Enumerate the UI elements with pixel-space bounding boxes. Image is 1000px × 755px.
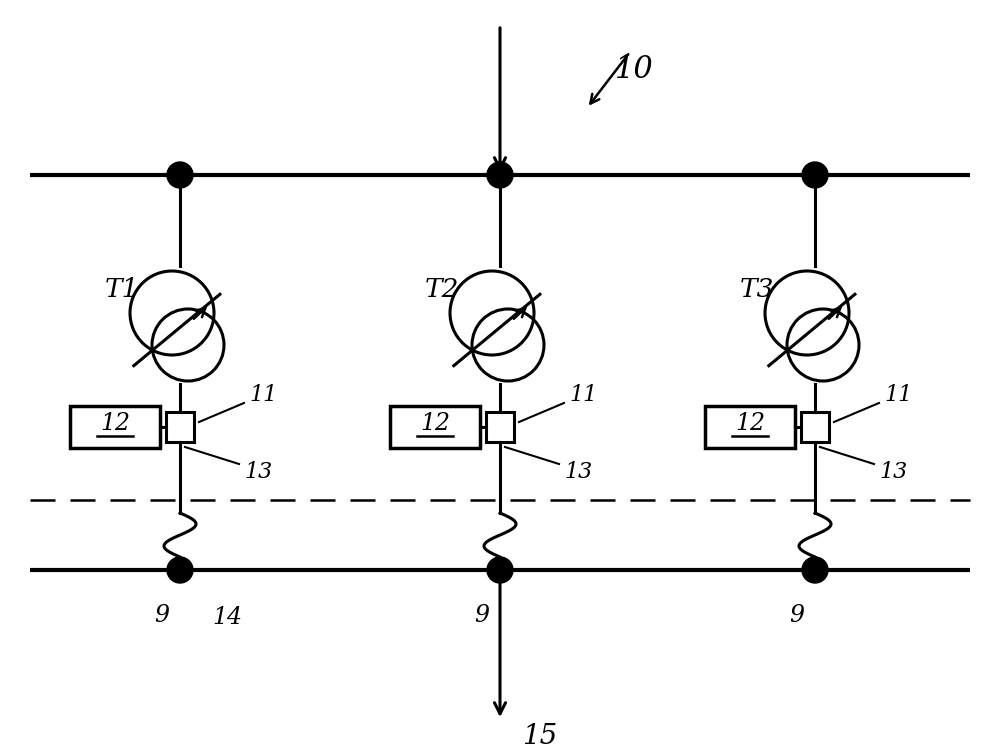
Circle shape	[802, 557, 828, 583]
Text: 9: 9	[475, 603, 490, 627]
Text: 13: 13	[564, 461, 592, 483]
Text: 11: 11	[249, 384, 277, 406]
Text: T1: T1	[105, 278, 139, 303]
Text: 12: 12	[420, 412, 450, 436]
Bar	[166, 412, 194, 442]
Bar	[801, 412, 829, 442]
Circle shape	[802, 162, 828, 188]
Text: 12: 12	[100, 412, 130, 436]
Text: 13: 13	[244, 461, 272, 483]
Text: 14: 14	[212, 606, 242, 628]
Bar	[705, 406, 795, 448]
Text: 12: 12	[735, 412, 765, 436]
Text: 10: 10	[615, 54, 654, 85]
Circle shape	[167, 557, 193, 583]
Text: T2: T2	[425, 278, 459, 303]
Bar	[390, 406, 480, 448]
Circle shape	[487, 162, 513, 188]
Bar	[486, 412, 514, 442]
Text: 13: 13	[879, 461, 907, 483]
Text: 9: 9	[154, 603, 170, 627]
Text: T3: T3	[740, 278, 774, 303]
Text: 11: 11	[884, 384, 912, 406]
Text: 15: 15	[522, 723, 557, 750]
Bar	[70, 406, 160, 448]
Text: 9: 9	[790, 603, 805, 627]
Circle shape	[487, 557, 513, 583]
Circle shape	[167, 162, 193, 188]
Text: 11: 11	[569, 384, 597, 406]
